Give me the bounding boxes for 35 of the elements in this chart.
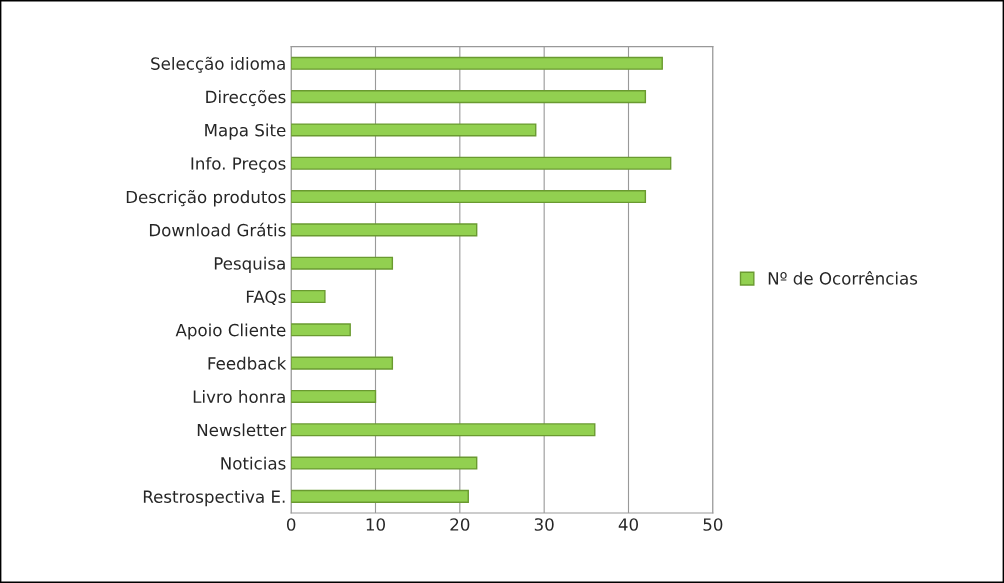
bar <box>291 90 647 104</box>
y-tick-label: Download Grátis <box>149 222 286 237</box>
bar <box>291 389 377 403</box>
y-tick-label: Direcções <box>206 90 286 107</box>
y-tick-label: Descrição produtos <box>126 190 286 207</box>
x-tick-label: 0 <box>286 518 296 531</box>
y-tick-label: Selecção idioma <box>151 56 285 73</box>
bar <box>291 156 672 170</box>
y-tick-label: Restrospectiva E. <box>143 490 285 507</box>
y-tick-label: Feedback <box>208 356 287 370</box>
bar <box>291 223 478 237</box>
bar <box>291 323 351 337</box>
bar <box>291 190 647 204</box>
legend-label: Nº de Ocorrências <box>768 271 918 285</box>
bar <box>291 423 596 437</box>
bar <box>291 123 537 137</box>
bar <box>291 489 469 503</box>
x-tick-label: 20 <box>450 518 470 531</box>
bar <box>291 56 663 70</box>
y-tick-label: Apoio Cliente <box>175 323 286 340</box>
x-tick-label: 40 <box>618 518 638 531</box>
x-tick-label: 30 <box>534 518 554 531</box>
bar <box>291 289 326 304</box>
y-tick-label: Livro honra <box>193 390 285 404</box>
y-tick-label: Mapa Site <box>205 123 286 140</box>
bar <box>291 356 394 370</box>
y-tick-label: Newsletter <box>197 423 287 437</box>
y-tick-label: FAQs <box>246 290 286 305</box>
x-tick-label: 10 <box>366 518 385 531</box>
y-tick-label: Noticias <box>221 456 286 470</box>
bar <box>291 456 478 470</box>
y-tick-label: Info. Preços <box>191 156 286 173</box>
bar <box>291 256 394 270</box>
y-tick-label: Pesquisa <box>214 256 285 273</box>
x-tick-label: 50 <box>703 518 723 531</box>
